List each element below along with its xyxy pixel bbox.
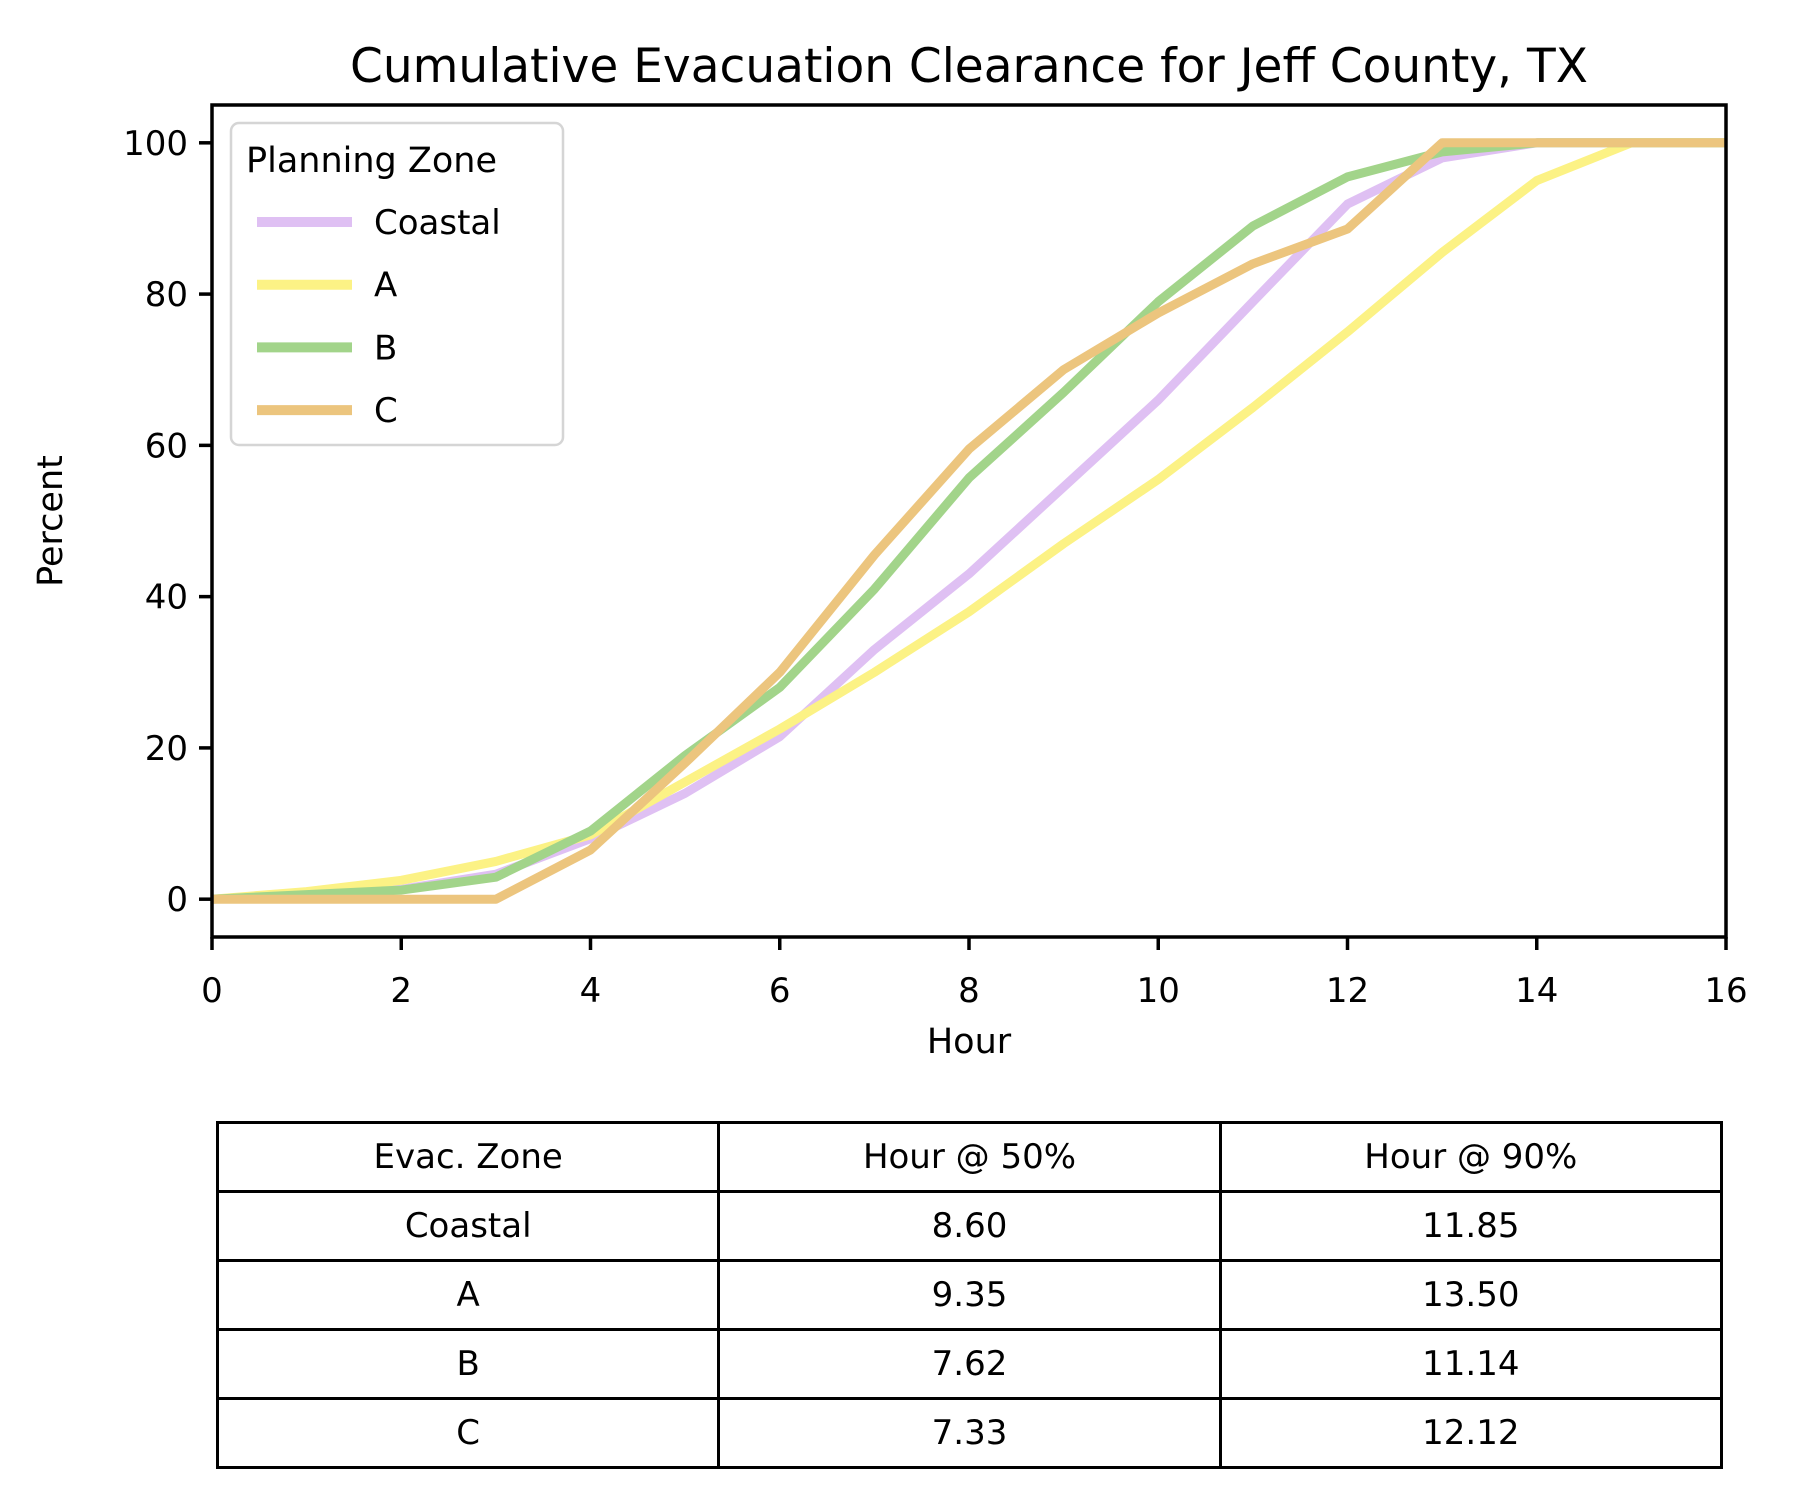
x-tick-label: 14 xyxy=(1515,971,1558,1011)
legend-label-coastal: Coastal xyxy=(374,203,501,243)
table-cell: B xyxy=(215,1328,721,1400)
x-tick-label: 10 xyxy=(1137,971,1180,1011)
table-cell: 11.85 xyxy=(1218,1190,1724,1262)
table-row: A 9.35 13.50 xyxy=(215,1259,1724,1331)
table-cell: 13.50 xyxy=(1218,1259,1724,1331)
x-tick-label: 16 xyxy=(1704,971,1747,1011)
table-header-cell: Hour @ 50% xyxy=(717,1121,1222,1193)
axes-group: 0 2 4 6 8 10 12 14 16 0 20 40 60 80 100 xyxy=(123,103,1748,1011)
plot-spines xyxy=(210,103,1728,939)
x-tick-label: 4 xyxy=(580,971,602,1011)
legend: Planning Zone Coastal ABC xyxy=(229,121,565,447)
legend-label-a: A xyxy=(374,266,397,306)
clearance-table: Evac. Zone Hour @ 50% Hour @ 90% Coastal… xyxy=(215,1121,1724,1469)
table-header-row: Evac. Zone Hour @ 50% Hour @ 90% xyxy=(215,1121,1724,1193)
table-cell: A xyxy=(215,1259,721,1331)
table-cell: 8.60 xyxy=(717,1190,1222,1262)
legend-title: Planning Zone xyxy=(246,141,497,181)
table-cell: 9.35 xyxy=(717,1259,1222,1331)
legend-label-b: B xyxy=(374,328,397,368)
table-row: Coastal 8.60 11.85 xyxy=(215,1190,1724,1262)
y-tick-label: 0 xyxy=(166,880,188,920)
table-row: B 7.62 11.14 xyxy=(215,1328,1724,1400)
table-row: C 7.33 12.12 xyxy=(215,1397,1724,1469)
x-tick-label: 2 xyxy=(390,971,412,1011)
x-axis-label: Hour xyxy=(927,1022,1012,1060)
x-tick-label: 12 xyxy=(1326,971,1369,1011)
series-line-b xyxy=(211,138,1726,904)
chart-title: Cumulative Evacuation Clearance for Jeff… xyxy=(350,39,1588,94)
table-cell: Coastal xyxy=(215,1190,721,1262)
x-tick-label: 0 xyxy=(201,971,223,1011)
series-line-a xyxy=(211,138,1726,904)
table-cell: C xyxy=(215,1397,721,1469)
y-tick-label: 60 xyxy=(145,426,188,466)
table-cell: 7.62 xyxy=(717,1328,1222,1400)
y-tick-label: 20 xyxy=(145,729,188,769)
table-cell: 7.33 xyxy=(717,1397,1222,1469)
table-cell: 11.14 xyxy=(1218,1328,1724,1400)
y-axis-label: Percent xyxy=(31,455,71,587)
y-tick-label: 100 xyxy=(123,124,188,164)
table-cell: 12.12 xyxy=(1218,1397,1724,1469)
table-header-cell: Evac. Zone xyxy=(215,1121,721,1193)
series-group xyxy=(211,138,1726,904)
table-header-cell: Hour @ 90% xyxy=(1218,1121,1724,1193)
legend-box xyxy=(229,121,565,447)
y-tick-label: 80 xyxy=(145,275,188,315)
clearance-chart: Cumulative Evacuation Clearance for Jeff… xyxy=(31,39,1748,1060)
y-tick-label: 40 xyxy=(145,578,188,618)
x-tick-label: 8 xyxy=(958,971,980,1011)
x-tick-label: 6 xyxy=(769,971,791,1011)
legend-label-c: C xyxy=(374,391,398,431)
series-line-c xyxy=(212,138,1726,904)
